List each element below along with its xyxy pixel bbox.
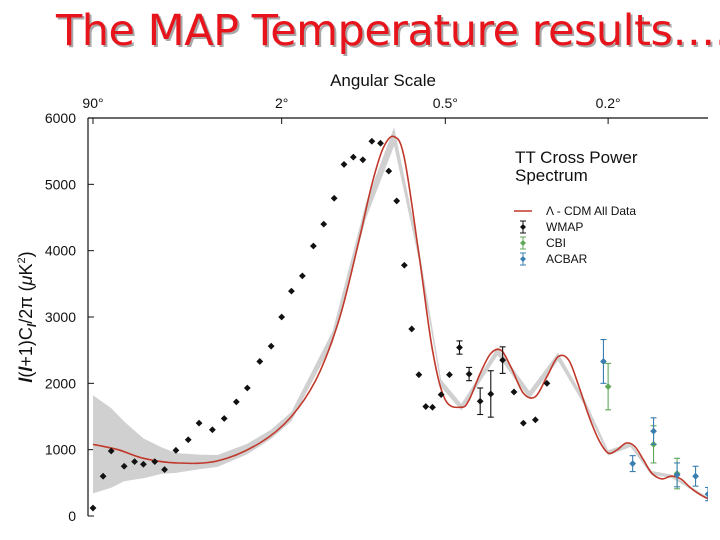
wmap-point — [393, 197, 401, 205]
wmap-point — [385, 167, 393, 175]
top-axis-ticks: 90° 2° 0.5° 0.2° — [82, 95, 621, 124]
wmap-point — [340, 161, 348, 168]
y-tick-label: 5000 — [45, 176, 76, 192]
wmap-point — [120, 462, 128, 470]
wmap-point — [172, 446, 180, 454]
wmap-point — [456, 344, 463, 351]
wmap-point — [368, 137, 376, 145]
wmap-point — [320, 220, 328, 228]
wmap-point — [499, 356, 507, 364]
wmap-point — [232, 398, 240, 406]
wmap-point — [243, 384, 251, 392]
wmap-point — [519, 419, 527, 427]
wmap-point — [99, 472, 107, 480]
legend-label-cdm-all-data: Λ - CDM All Data — [546, 204, 636, 218]
legend-marker-swatch — [520, 224, 526, 230]
wmap-point — [359, 156, 367, 164]
wmap-point — [278, 313, 286, 321]
wmap-point — [437, 391, 445, 399]
top-tick-label: 0.2° — [596, 95, 621, 111]
y-tick-label: 4000 — [45, 243, 76, 259]
wmap-point — [446, 371, 453, 379]
legend-marker-swatch — [520, 240, 526, 246]
wmap-point — [184, 436, 192, 444]
legend-entries: Λ - CDM All Data WMAP CBI ACBAR — [514, 204, 636, 266]
legend-title-line-1: TT Cross Power — [515, 148, 638, 167]
top-tick-label: 90° — [82, 95, 103, 111]
top-axis-label: Angular Scale — [330, 71, 436, 90]
wmap-point — [543, 379, 551, 387]
cosmic-variance-band — [93, 127, 708, 501]
legend-title-line-2: Spectrum — [515, 166, 588, 185]
cbi-point — [604, 383, 612, 391]
wmap-point — [288, 287, 295, 295]
wmap-point — [298, 272, 306, 280]
wmap-point — [256, 358, 264, 365]
wmap-point — [349, 153, 357, 161]
wmap-point — [89, 504, 97, 512]
top-tick-label: 2° — [275, 95, 288, 111]
wmap-point — [310, 242, 317, 250]
wmap-point — [140, 460, 147, 468]
wmap-point — [408, 325, 416, 333]
y-axis-ticks: 0 1000 2000 3000 4000 5000 6000 — [45, 110, 94, 524]
plot-area — [89, 127, 708, 512]
wmap-point — [510, 388, 518, 396]
wmap-point — [220, 415, 228, 422]
wmap-point — [107, 447, 115, 455]
legend-label-cbi: CBI — [546, 236, 566, 250]
wmap-point — [400, 261, 408, 269]
wmap-point — [422, 403, 430, 410]
legend-marker-swatch — [520, 256, 526, 262]
wmap-point — [195, 419, 203, 427]
wmap-point — [131, 458, 138, 466]
wmap-point — [415, 371, 423, 379]
legend: TT Cross Power Spectrum Λ - CDM All Data… — [514, 148, 638, 266]
wmap-point — [151, 458, 159, 466]
acbar-point — [673, 471, 681, 479]
wmap-point — [330, 194, 338, 202]
acbar-point — [692, 472, 699, 480]
wmap-point — [531, 416, 539, 424]
y-tick-label: 1000 — [45, 442, 76, 458]
acbar-point — [650, 427, 657, 435]
acbar-point — [629, 460, 637, 467]
wmap-point — [476, 397, 484, 405]
wmap-point — [209, 426, 216, 434]
wmap-point — [487, 390, 495, 398]
legend-label-acbar: ACBAR — [546, 252, 588, 266]
legend-label-wmap: WMAP — [546, 220, 583, 234]
acbar-point — [704, 490, 708, 498]
y-tick-label: 0 — [68, 508, 76, 524]
slide-title: The MAP Temperature results….. — [56, 6, 720, 56]
wmap-point — [161, 466, 168, 473]
wmap-point — [429, 403, 436, 411]
wmap-point — [465, 370, 473, 378]
y-tick-label: 3000 — [45, 309, 76, 325]
wmap-point — [377, 139, 384, 147]
y-tick-label: 6000 — [45, 110, 76, 126]
y-tick-label: 2000 — [45, 375, 76, 391]
wmap-point — [267, 342, 275, 350]
y-axis-label: l(l+1)Cl/2π (μK2) — [16, 251, 39, 382]
acbar-point — [600, 358, 607, 365]
top-tick-label: 0.5° — [433, 95, 458, 111]
lcdm-model-curve — [92, 135, 708, 500]
